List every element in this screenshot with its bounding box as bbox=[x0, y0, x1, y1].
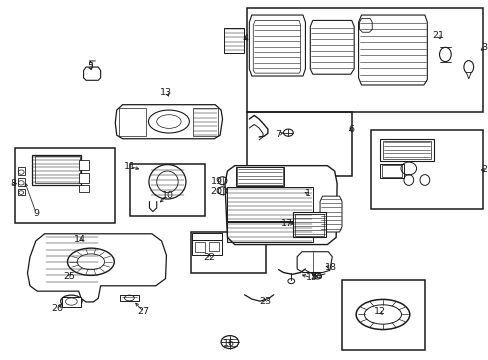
Bar bbox=[130, 164, 205, 216]
Text: 17: 17 bbox=[281, 219, 293, 228]
Bar bbox=[35, 156, 80, 183]
Ellipse shape bbox=[355, 300, 409, 329]
Polygon shape bbox=[27, 234, 166, 302]
Bar bbox=[193, 108, 217, 136]
Bar bbox=[18, 178, 25, 186]
Polygon shape bbox=[115, 105, 222, 139]
Bar bbox=[227, 222, 312, 242]
Text: 10: 10 bbox=[161, 191, 173, 200]
Bar bbox=[192, 240, 221, 255]
Text: 2: 2 bbox=[480, 166, 487, 175]
Text: 27: 27 bbox=[137, 307, 149, 316]
Bar bbox=[237, 167, 283, 185]
Bar bbox=[79, 160, 89, 170]
Text: 13: 13 bbox=[160, 87, 172, 96]
Bar bbox=[192, 233, 221, 239]
Bar bbox=[190, 232, 266, 273]
Bar bbox=[61, 297, 81, 307]
Text: 25: 25 bbox=[63, 271, 75, 280]
Polygon shape bbox=[358, 15, 427, 85]
Bar bbox=[32, 155, 81, 185]
Text: 15: 15 bbox=[305, 273, 317, 282]
Bar bbox=[79, 185, 89, 192]
Polygon shape bbox=[320, 196, 341, 232]
Polygon shape bbox=[224, 28, 244, 53]
Text: 21: 21 bbox=[432, 31, 444, 40]
Text: 11: 11 bbox=[123, 162, 136, 171]
Bar bbox=[79, 173, 89, 183]
Bar bbox=[119, 108, 145, 136]
Text: 16: 16 bbox=[223, 339, 234, 348]
Bar bbox=[246, 112, 351, 176]
Bar bbox=[293, 212, 325, 237]
Text: 1: 1 bbox=[304, 189, 310, 198]
Polygon shape bbox=[83, 67, 101, 80]
Text: 19: 19 bbox=[210, 177, 222, 186]
Text: 24: 24 bbox=[310, 271, 322, 280]
Bar bbox=[379, 164, 404, 178]
Text: 14: 14 bbox=[74, 235, 86, 244]
Bar bbox=[209, 242, 219, 251]
Polygon shape bbox=[310, 21, 353, 74]
Text: 22: 22 bbox=[203, 253, 215, 262]
Polygon shape bbox=[466, 72, 470, 79]
Text: 6: 6 bbox=[348, 125, 354, 134]
Text: 9: 9 bbox=[33, 209, 39, 218]
Bar bbox=[15, 148, 115, 223]
Bar bbox=[382, 141, 430, 159]
Text: 12: 12 bbox=[373, 307, 385, 316]
Bar bbox=[18, 167, 25, 175]
Text: 18: 18 bbox=[325, 263, 337, 272]
Text: 4: 4 bbox=[243, 34, 248, 43]
Bar bbox=[370, 130, 483, 209]
Bar bbox=[194, 242, 205, 252]
Bar bbox=[341, 280, 424, 350]
Polygon shape bbox=[224, 166, 336, 244]
Text: 8: 8 bbox=[10, 179, 16, 188]
Bar bbox=[235, 167, 284, 186]
Text: 5: 5 bbox=[87, 62, 93, 71]
Polygon shape bbox=[297, 252, 331, 273]
Bar bbox=[381, 165, 402, 177]
Bar bbox=[18, 189, 25, 195]
Bar bbox=[227, 187, 312, 221]
Text: 23: 23 bbox=[258, 297, 270, 306]
Bar bbox=[379, 139, 433, 161]
Text: 26: 26 bbox=[51, 304, 63, 313]
Text: 3: 3 bbox=[480, 43, 487, 52]
Bar bbox=[120, 295, 139, 301]
Text: 7: 7 bbox=[275, 130, 281, 139]
Bar bbox=[246, 8, 483, 112]
Bar bbox=[295, 214, 324, 236]
Text: 20: 20 bbox=[210, 187, 222, 196]
Polygon shape bbox=[249, 15, 305, 76]
